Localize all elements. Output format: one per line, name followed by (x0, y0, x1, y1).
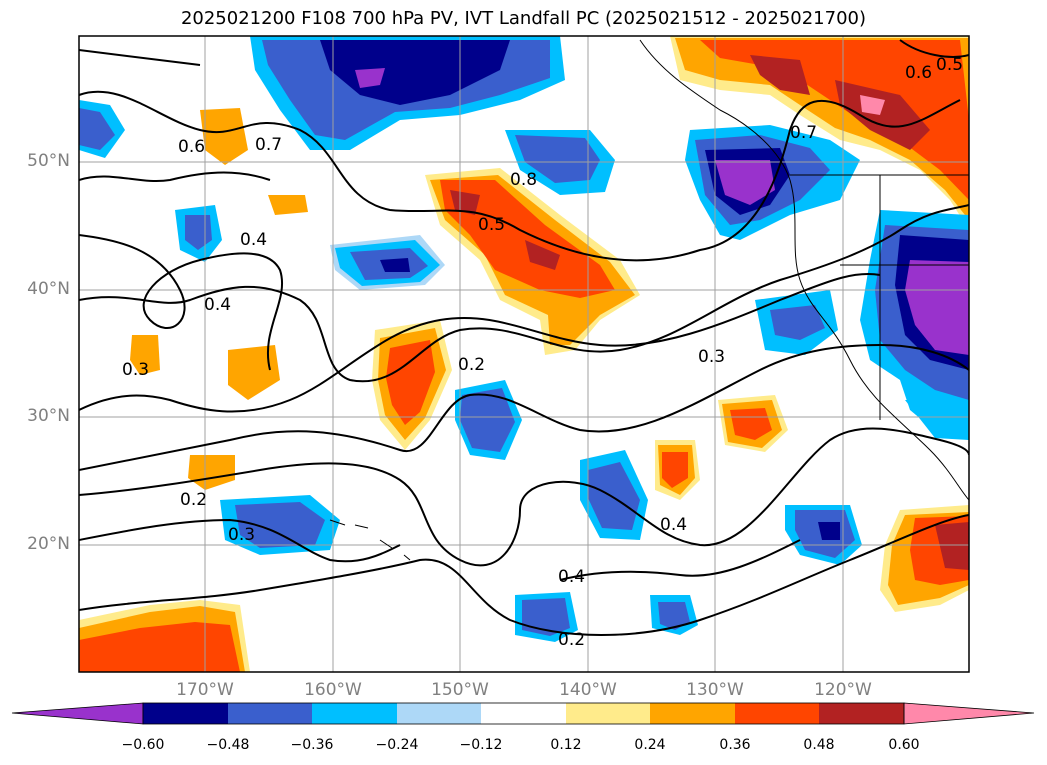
colorbar-segment (312, 703, 397, 724)
lat-label-20n: 20°N (27, 534, 70, 554)
colorbar-tick-label: −0.48 (206, 737, 250, 753)
pv-anomaly-positive-small (130, 108, 969, 490)
colorbar-outline (142, 702, 905, 725)
colorbar-segment (228, 703, 312, 724)
colorbar-tick-label: 0.48 (803, 737, 835, 753)
lon-label-130w: 130°W (686, 680, 744, 700)
contour-label: 0.4 (558, 567, 585, 587)
contour-label: 0.7 (255, 135, 282, 155)
contour-label: 0.4 (204, 295, 231, 315)
colorbar-extend-high (903, 702, 1035, 725)
map-title: 2025021200 F108 700 hPa PV, IVT Landfall… (180, 8, 867, 29)
colorbar-segment (735, 703, 819, 724)
pv-anomaly-positive-southeast (880, 505, 969, 612)
colorbar-tick-label: 0.60 (888, 737, 920, 753)
colorbar-segment (819, 703, 904, 724)
pv-shading (79, 36, 969, 672)
contour-label: 0.2 (180, 490, 207, 510)
contour-label: 0.3 (698, 347, 725, 367)
contour-label: 0.7 (790, 123, 817, 143)
pv-anomaly-negative-western-us (860, 210, 969, 440)
pv-anomaly-negative-hawaii-north (455, 380, 522, 460)
contour-label: 0.6 (905, 63, 932, 83)
pv-anomaly-positive-central (425, 168, 640, 355)
lon-label-170w: 170°W (176, 680, 234, 700)
coastlines (329, 39, 969, 561)
pv-anomaly-negative-subtropic-east (580, 450, 648, 540)
contour-label: 0.5 (478, 215, 505, 235)
contour-label: 0.6 (178, 137, 205, 157)
contour-label: 0.8 (510, 170, 537, 190)
colorbar-tick-label: −0.60 (121, 737, 165, 753)
lon-label-140w: 140°W (559, 680, 617, 700)
lat-label-40n: 40°N (27, 279, 70, 299)
colorbar-tick-label: 0.36 (719, 737, 751, 753)
contour-label: 0.3 (228, 525, 255, 545)
contour-label: 0.5 (936, 55, 963, 75)
contour-label: 0.4 (240, 230, 267, 250)
lon-label-160w: 160°W (304, 680, 362, 700)
lat-label-50n: 50°N (27, 151, 70, 171)
colorbar-tick-label: −0.36 (290, 737, 334, 753)
contour-label-group: 0.6 0.7 0.4 0.4 0.3 0.2 0.3 0.8 0.5 0.2 … (122, 55, 963, 650)
pv-anomaly-negative-midpacific (330, 235, 445, 290)
lat-label-30n: 30°N (27, 406, 70, 426)
colorbar-segment (650, 703, 735, 724)
pv-anomaly-positive-offshore (718, 395, 788, 452)
pv-anomaly-negative-pacific-nw (685, 125, 860, 240)
map-frame (78, 35, 970, 673)
pv-anomaly-negative-south (515, 592, 698, 642)
lon-label-150w: 150°W (431, 680, 489, 700)
contour-label: 0.2 (558, 630, 585, 650)
colorbar-segment (566, 703, 650, 724)
colorbar-segment (143, 703, 228, 724)
colorbar (11, 702, 1035, 725)
contour-label: 0.3 (122, 360, 149, 380)
pv-anomaly-positive-gulf-alaska (670, 36, 969, 230)
colorbar-extend-low (11, 702, 144, 725)
colorbar-tick-label: 0.12 (550, 737, 582, 753)
colorbar-tick-label: −0.24 (375, 737, 419, 753)
colorbar-tick-label: 0.24 (634, 737, 666, 753)
colorbar-tick-label: −0.12 (459, 737, 503, 753)
colorbar-segment (397, 703, 481, 724)
contour-label: 0.2 (458, 355, 485, 375)
lon-label-120w: 120°W (814, 680, 872, 700)
pv-anomaly-positive-southwest (79, 600, 250, 672)
ivt-contours (79, 39, 969, 636)
contour-label: 0.4 (660, 515, 687, 535)
pv-anomaly-negative-aleutian (79, 100, 125, 158)
pv-anomaly-negative-hawaii-west (220, 495, 340, 555)
pv-anomaly-positive-subtropic-east (655, 440, 700, 500)
pv-anomaly-negative-north (250, 36, 565, 150)
colorbar-segment (481, 703, 566, 724)
